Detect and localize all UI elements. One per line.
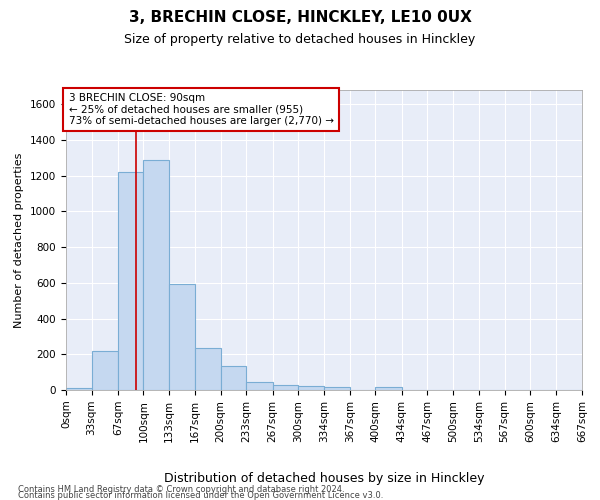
- Bar: [92, 350, 118, 390]
- Bar: [221, 366, 246, 390]
- Text: Contains public sector information licensed under the Open Government Licence v3: Contains public sector information licen…: [18, 491, 383, 500]
- Bar: [118, 172, 143, 390]
- Bar: [298, 386, 325, 390]
- Bar: [325, 388, 350, 390]
- Bar: [169, 284, 195, 390]
- Text: 3, BRECHIN CLOSE, HINCKLEY, LE10 0UX: 3, BRECHIN CLOSE, HINCKLEY, LE10 0UX: [128, 10, 472, 25]
- Text: Contains HM Land Registry data © Crown copyright and database right 2024.: Contains HM Land Registry data © Crown c…: [18, 484, 344, 494]
- Bar: [195, 348, 221, 390]
- Text: 3 BRECHIN CLOSE: 90sqm
← 25% of detached houses are smaller (955)
73% of semi-de: 3 BRECHIN CLOSE: 90sqm ← 25% of detached…: [68, 93, 334, 126]
- Text: Size of property relative to detached houses in Hinckley: Size of property relative to detached ho…: [124, 32, 476, 46]
- Bar: [272, 384, 298, 390]
- Bar: [246, 382, 272, 390]
- Bar: [66, 388, 92, 390]
- Text: Distribution of detached houses by size in Hinckley: Distribution of detached houses by size …: [164, 472, 484, 485]
- Y-axis label: Number of detached properties: Number of detached properties: [14, 152, 25, 328]
- Bar: [143, 160, 169, 390]
- Bar: [376, 388, 402, 390]
